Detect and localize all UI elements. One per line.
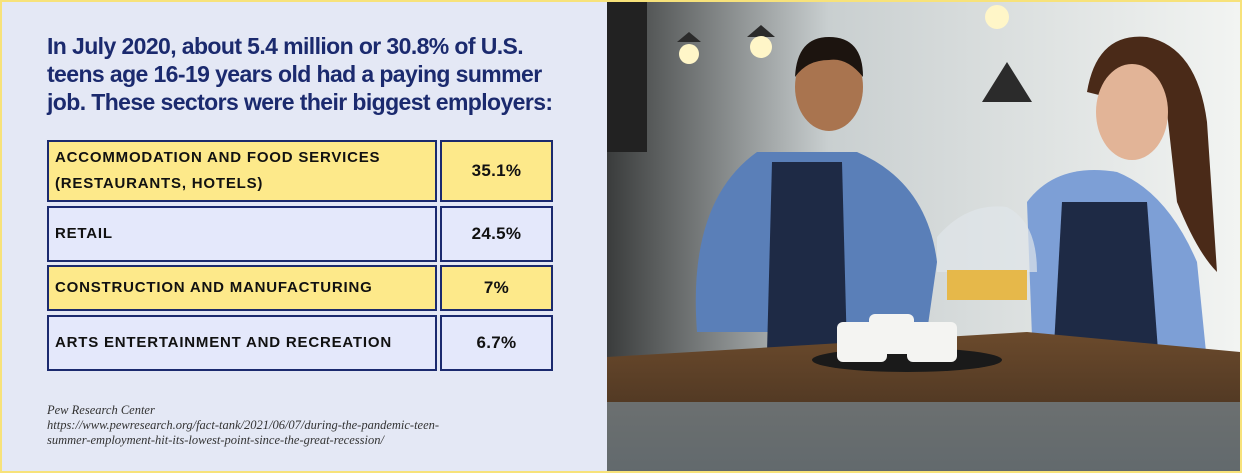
- sector: CONSTRUCTION AND MANUFACTURING: [47, 265, 437, 311]
- share: 24.5%: [440, 206, 553, 262]
- text-panel: In July 2020, about 5.4 million or 30.8%…: [2, 2, 607, 471]
- table-row: CONSTRUCTION AND MANUFACTURING 7%: [47, 265, 553, 311]
- source-name: Pew Research Center: [47, 403, 155, 417]
- table-row: RETAIL 24.5%: [47, 206, 553, 262]
- share: 6.7%: [440, 315, 553, 371]
- sector: ACCOMMODATION AND FOOD SERVICES (RESTAUR…: [47, 140, 437, 202]
- title: In July 2020, about 5.4 million or 30.8%…: [47, 33, 553, 115]
- share: 7%: [440, 265, 553, 311]
- table-row: ARTS ENTERTAINMENT AND RECREATION 6.7%: [47, 315, 553, 371]
- sector: ARTS ENTERTAINMENT AND RECREATION: [47, 315, 437, 371]
- source-url: https://www.pewresearch.org/fact-tank/20…: [47, 418, 440, 447]
- sector: RETAIL: [47, 206, 437, 262]
- share: 35.1%: [440, 140, 553, 202]
- source: Pew Research Center https://www.pewresea…: [47, 403, 472, 448]
- photo: [607, 2, 1240, 471]
- table-row: ACCOMMODATION AND FOOD SERVICES (RESTAUR…: [47, 140, 553, 202]
